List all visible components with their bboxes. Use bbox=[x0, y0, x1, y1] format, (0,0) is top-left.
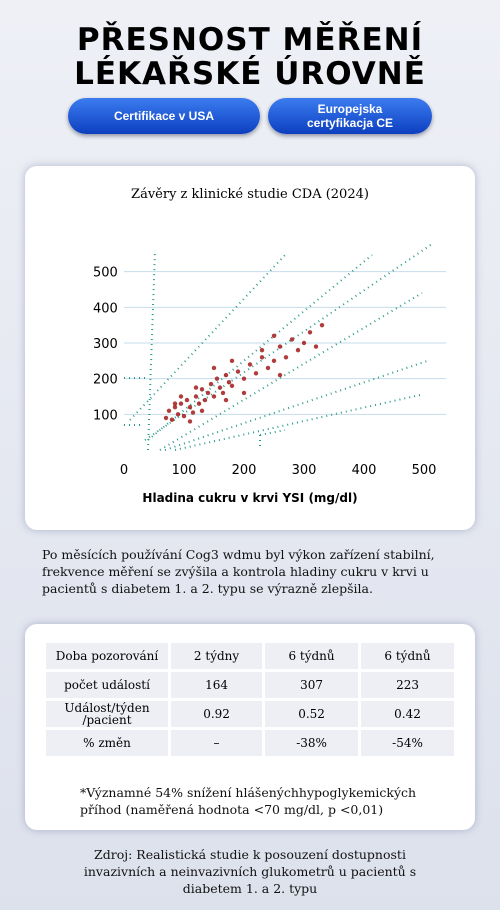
x-tick-label: 500 bbox=[412, 463, 437, 478]
point bbox=[247, 362, 253, 367]
y-tick-label: 400 bbox=[93, 301, 118, 316]
point bbox=[217, 385, 223, 390]
y-tick-label: 100 bbox=[93, 408, 118, 423]
point bbox=[211, 394, 217, 399]
title-line: LÉKAŘSKÉ ÚROVNĚ bbox=[74, 56, 426, 92]
chart-title: Závěry z klinické studie CDA (2024) bbox=[131, 187, 369, 202]
table-cell: -38% bbox=[265, 730, 359, 756]
y-tick-label: 500 bbox=[93, 266, 118, 281]
point bbox=[313, 344, 319, 349]
point bbox=[223, 397, 229, 403]
table-row: Doba pozorování 2 týdny 6 týdnů 6 týdnů bbox=[46, 643, 454, 669]
point bbox=[265, 365, 271, 371]
point bbox=[181, 413, 187, 419]
point bbox=[214, 376, 220, 381]
table-cell: 307 bbox=[265, 672, 359, 698]
table-cell: 164 bbox=[171, 672, 263, 698]
x-tick-label: 300 bbox=[292, 463, 317, 478]
y-tick-label: 200 bbox=[93, 373, 118, 388]
point bbox=[211, 365, 217, 371]
point bbox=[295, 347, 301, 353]
point bbox=[169, 417, 175, 422]
point bbox=[277, 372, 283, 378]
table-cell: – bbox=[171, 730, 263, 756]
point bbox=[184, 397, 190, 403]
point bbox=[202, 397, 208, 403]
point bbox=[199, 387, 205, 392]
plot-area bbox=[70, 221, 460, 481]
footnote: *Významné 54% snížení hlášenýchhypoglyke… bbox=[80, 785, 417, 817]
x-tick-label: 200 bbox=[232, 463, 257, 478]
table-cell: počet událostí bbox=[46, 672, 168, 698]
point bbox=[259, 347, 265, 353]
badge: Europejska certyfikacja CE bbox=[268, 98, 432, 134]
point bbox=[301, 340, 307, 346]
point bbox=[277, 344, 283, 349]
point bbox=[205, 390, 211, 396]
point bbox=[175, 412, 181, 417]
point bbox=[178, 394, 184, 399]
point bbox=[193, 394, 199, 399]
table-cell: 0.92 bbox=[171, 701, 263, 727]
point bbox=[187, 419, 193, 424]
point bbox=[289, 337, 295, 342]
table-cell: Doba pozorování bbox=[46, 643, 168, 669]
point bbox=[307, 330, 313, 335]
table-cell: 223 bbox=[361, 672, 454, 698]
x-tick-label: 0 bbox=[120, 463, 128, 478]
table-card: Doba pozorování 2 týdny 6 týdnů 6 týdnů poče… bbox=[25, 624, 475, 830]
point bbox=[229, 383, 235, 388]
table-row: počet událostí 164 307 223 bbox=[46, 672, 454, 698]
x-tick-label: 400 bbox=[352, 463, 377, 478]
table-cell: 6 týdnů bbox=[361, 643, 454, 669]
title-line: PŘESNOST MĚŘENÍ bbox=[76, 22, 424, 58]
table-cell: 6 týdnů bbox=[265, 643, 359, 669]
point bbox=[172, 401, 178, 406]
point bbox=[178, 401, 184, 406]
point bbox=[229, 358, 235, 364]
table-row: % změn – -38% -54% bbox=[46, 730, 454, 756]
point bbox=[259, 355, 265, 360]
point bbox=[172, 405, 178, 410]
description: Po měsících používání Cog3 wdmu byl výko… bbox=[42, 547, 435, 596]
point bbox=[208, 381, 214, 387]
x-tick-label: 100 bbox=[172, 463, 197, 478]
table-cell: 2 týdny bbox=[171, 643, 263, 669]
point bbox=[319, 322, 325, 328]
table-row: Událost/týden /pacient 0.92 0.52 0.42 bbox=[46, 701, 454, 727]
point bbox=[166, 408, 172, 413]
table-cell: Událost/týden /pacient bbox=[46, 701, 168, 727]
y-tick-label: 300 bbox=[93, 337, 118, 352]
badge: Certifikace v USA bbox=[68, 98, 260, 134]
point bbox=[196, 401, 202, 406]
point bbox=[235, 369, 241, 374]
chart: Závěry z klinické studie CDA (2024) Hlad… bbox=[70, 187, 460, 505]
error-grid bbox=[124, 243, 433, 451]
point bbox=[187, 405, 193, 410]
point bbox=[241, 376, 247, 381]
point bbox=[220, 390, 226, 396]
point bbox=[226, 380, 232, 385]
point bbox=[271, 358, 277, 364]
table-cell: 0.52 bbox=[265, 701, 359, 727]
point bbox=[163, 415, 169, 421]
x-axis-label: Hladina cukru v krvi YSI (mg/dl) bbox=[142, 491, 357, 505]
point bbox=[223, 372, 229, 378]
point bbox=[190, 410, 196, 415]
point bbox=[271, 333, 277, 339]
table-cell: -54% bbox=[361, 730, 454, 756]
source: Zdroj: Realistická studie k posouzení do… bbox=[83, 847, 417, 896]
point bbox=[193, 385, 199, 390]
point bbox=[283, 355, 289, 360]
chart-card: Závěry z klinické studie CDA (2024) Hlad… bbox=[25, 166, 475, 530]
point bbox=[199, 408, 205, 413]
table-cell: % změn bbox=[46, 730, 168, 756]
point bbox=[241, 390, 247, 396]
table: Doba pozorování 2 týdny 6 týdnů 6 týdnů poče… bbox=[43, 640, 457, 759]
point bbox=[253, 371, 259, 376]
table-cell: 0.42 bbox=[361, 701, 454, 727]
